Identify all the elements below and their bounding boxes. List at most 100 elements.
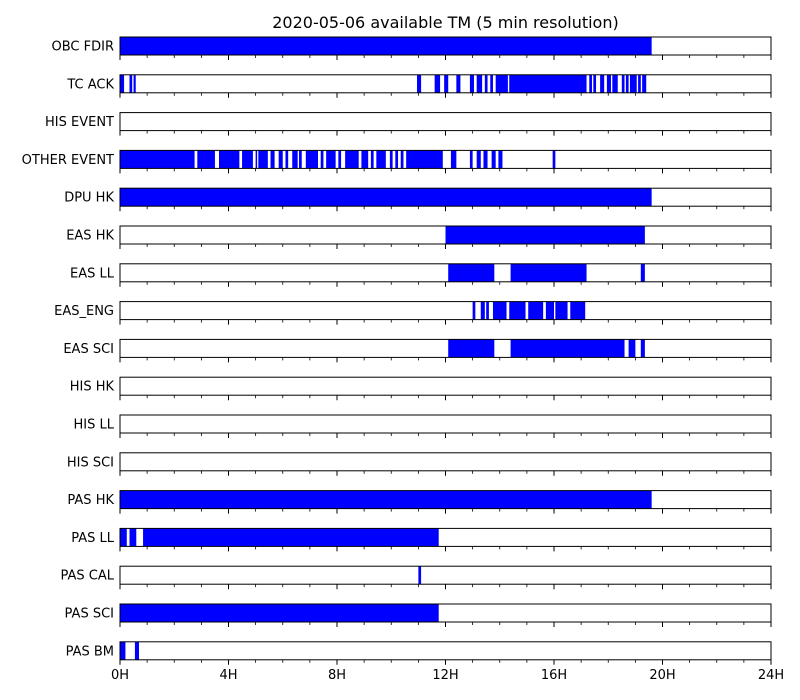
availability-bar	[133, 74, 136, 93]
availability-bar	[255, 150, 258, 169]
x-axis: 0H 4H 8H 12H 16H 20H 24H	[111, 668, 784, 683]
row-label: HIS HK	[70, 380, 115, 395]
availability-bar	[395, 150, 399, 169]
availability-bar	[345, 150, 359, 169]
availability-bar	[338, 150, 342, 169]
availability-bar	[456, 74, 461, 93]
availability-bar	[476, 150, 481, 169]
row-label: EAS_ENG	[54, 304, 114, 319]
availability-bar	[510, 339, 625, 358]
timeline-row: HIS LL	[74, 414, 772, 438]
timeline-row: EAS LL	[70, 263, 772, 287]
availability-bar	[510, 263, 587, 282]
availability-bar	[120, 74, 125, 93]
availability-bar	[278, 150, 283, 169]
availability-bar	[120, 37, 652, 55]
availability-bar	[476, 74, 483, 93]
availability-bar	[134, 641, 139, 660]
availability-bar	[469, 74, 474, 93]
availability-bar	[120, 188, 652, 207]
timeline-row: PAS BM	[66, 641, 772, 665]
availability-bar	[197, 150, 215, 169]
availability-bar	[495, 74, 508, 93]
availability-bar	[638, 74, 641, 93]
availability-bar	[417, 74, 422, 93]
availability-bar	[444, 74, 449, 93]
availability-bar	[448, 263, 495, 282]
availability-bar	[270, 150, 275, 169]
row-label: HIS LL	[74, 418, 115, 433]
row-frame	[119, 452, 772, 472]
row-label: PAS BM	[66, 644, 114, 659]
availability-bar	[642, 74, 647, 93]
availability-bar	[129, 74, 133, 93]
x-tick-label: 20H	[649, 668, 675, 683]
availability-bar	[486, 301, 489, 320]
chart-title: 2020-05-06 available TM (5 min resolutio…	[272, 13, 618, 32]
row-label: EAS HK	[66, 229, 114, 244]
row-frame	[119, 565, 772, 585]
timeline-row: HIS SCI	[67, 452, 772, 476]
availability-bar	[448, 339, 495, 358]
timeline-row: EAS HK	[66, 225, 772, 249]
availability-bar	[480, 301, 485, 320]
availability-bar	[292, 150, 298, 169]
availability-bar	[612, 74, 618, 93]
availability-bar	[370, 150, 374, 169]
timeline-row: HIS HK	[70, 376, 772, 401]
availability-bar	[469, 150, 473, 169]
row-label: PAS LL	[71, 531, 115, 546]
availability-bar	[120, 528, 127, 547]
row-frame	[119, 376, 772, 396]
availability-bar	[570, 301, 586, 320]
availability-bar	[418, 566, 422, 585]
availability-bar	[326, 150, 336, 169]
availability-bar	[120, 490, 652, 509]
row-frame	[119, 149, 772, 169]
availability-bar	[361, 150, 369, 169]
availability-bar	[285, 150, 289, 169]
timeline-row: EAS_ENG	[54, 301, 772, 325]
row-frame	[119, 338, 772, 358]
availability-bar	[120, 150, 195, 169]
timeline-row: PAS LL	[71, 527, 772, 552]
availability-bar	[491, 150, 496, 169]
row-label: OTHER EVENT	[22, 153, 114, 168]
timeline-row: PAS HK	[67, 490, 772, 514]
x-tick-label: 4H	[219, 668, 237, 683]
availability-bar	[509, 74, 587, 93]
availability-bar	[389, 150, 393, 169]
availability-bar	[545, 301, 554, 320]
availability-bar	[625, 74, 629, 93]
availability-bar	[376, 150, 386, 169]
timeline-row: OTHER EVENT	[22, 149, 772, 174]
timeline-row: HIS EVENT	[45, 112, 772, 136]
availability-bar	[628, 339, 636, 358]
availability-bar	[600, 74, 605, 93]
availability-bar	[120, 604, 439, 622]
timeline-row: OBC FDIR	[52, 36, 772, 60]
availability-bar	[305, 150, 319, 169]
row-label: PAS CAL	[61, 569, 115, 584]
availability-bar	[445, 226, 645, 244]
row-label: OBC FDIR	[52, 40, 115, 55]
availability-bar	[129, 528, 137, 547]
availability-bar	[299, 150, 302, 169]
x-tick-label: 12H	[432, 668, 458, 683]
row-label: DPU HK	[64, 191, 114, 206]
row-frame	[119, 641, 772, 661]
x-tick-label: 24H	[758, 668, 784, 683]
availability-bar	[219, 150, 240, 169]
availability-bar	[509, 301, 526, 320]
availability-bar	[589, 74, 592, 93]
x-tick-label: 16H	[541, 668, 567, 683]
availability-bar	[593, 74, 597, 93]
availability-bar	[621, 74, 625, 93]
timeline-row: PAS CAL	[61, 565, 772, 590]
availability-bar	[434, 74, 441, 93]
row-frame	[119, 112, 772, 132]
timeline-row: DPU HK	[64, 187, 772, 212]
availability-bar	[484, 74, 488, 93]
row-frame	[119, 414, 772, 434]
